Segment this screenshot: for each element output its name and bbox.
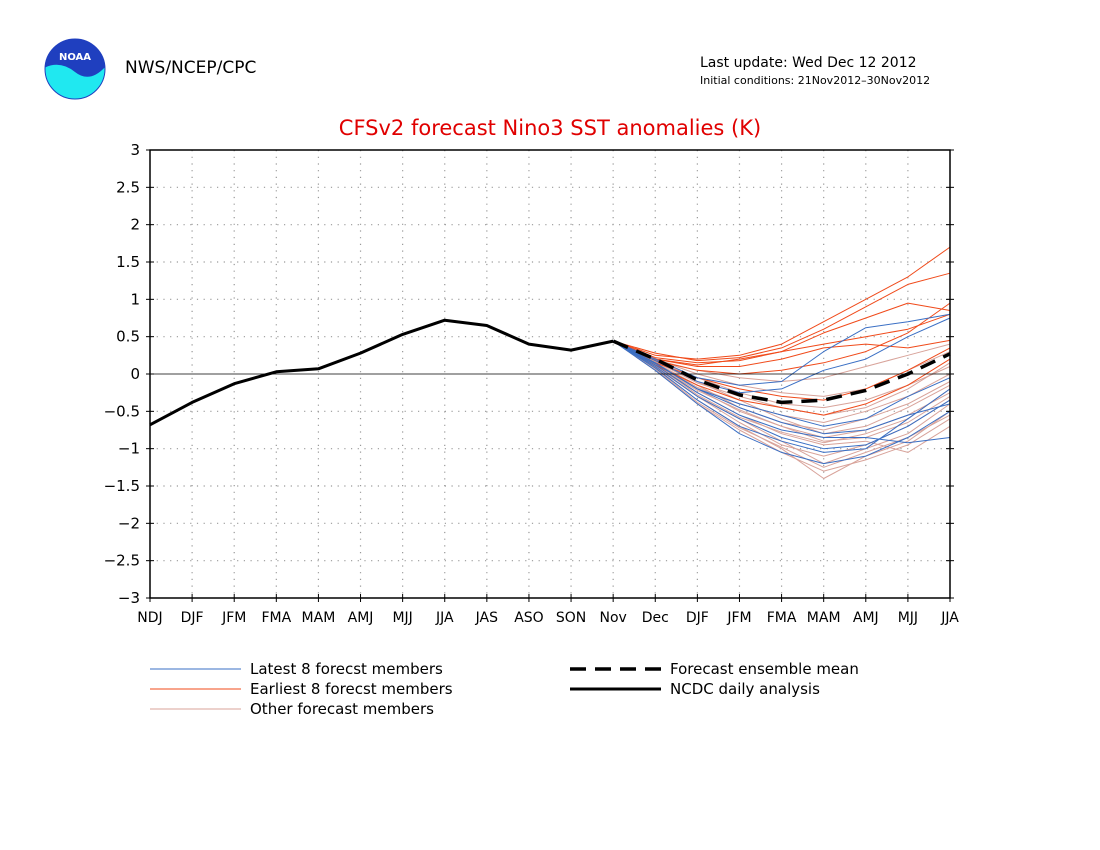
initial-conditions-text: Initial conditions: 21Nov2012–30Nov2012 xyxy=(700,74,931,87)
y-tick-label: −0.5 xyxy=(104,402,140,420)
chart-title: CFSv2 forecast Nino3 SST anomalies (K) xyxy=(339,116,761,140)
agency-label: NWS/NCEP/CPC xyxy=(125,58,257,78)
x-tick-label: JJA xyxy=(940,610,959,626)
ensemble-mean-series xyxy=(612,339,951,405)
legend-latest-label: Latest 8 forecst members xyxy=(250,660,443,678)
y-tick-label: 3 xyxy=(130,141,140,159)
legend-obs-label: NCDC daily analysis xyxy=(670,680,820,698)
x-tick-label: Dec xyxy=(642,610,669,626)
x-tick-label: AMJ xyxy=(348,610,374,626)
latest-member-line xyxy=(612,340,951,453)
x-tick-label: DJF xyxy=(686,610,709,626)
y-tick-label: −3 xyxy=(118,589,140,607)
latest-member-line xyxy=(612,340,951,427)
legend-mean-label: Forecast ensemble mean xyxy=(670,660,859,678)
x-tick-label: MAM xyxy=(807,610,841,626)
x-tick-label: MJJ xyxy=(392,610,412,626)
x-tick-label: MJJ xyxy=(898,610,918,626)
y-tick-label: 0.5 xyxy=(116,328,140,346)
x-tick-label: MAM xyxy=(302,610,336,626)
other-member-line xyxy=(612,340,951,453)
earliest-member-line xyxy=(612,302,951,375)
logo-text: NOAA xyxy=(59,52,91,63)
y-tick-label: 2 xyxy=(130,216,140,234)
latest-member-line xyxy=(612,340,951,450)
x-axis: NDJ DJF JFM FMA MAM AMJ MJJ JJA JAS ASO SON Nov Dec D… xyxy=(137,594,959,626)
chart-grid xyxy=(150,150,950,598)
latest-member-line xyxy=(612,340,951,465)
observed-series xyxy=(149,318,614,427)
y-axis: 3 2.5 2 1.5 1 0.5 0 −0.5 −1 −1.5 −2 −2.5 −3 xyxy=(104,141,954,607)
x-tick-label: JAS xyxy=(475,610,498,626)
x-tick-label: ASO xyxy=(514,610,543,626)
x-tick-label: SON xyxy=(556,610,586,626)
y-tick-label: 1.5 xyxy=(116,253,140,271)
x-tick-label: Nov xyxy=(599,610,626,626)
x-tick-label: DJF xyxy=(181,610,204,626)
earliest-member-line xyxy=(613,302,951,364)
legend-earliest-label: Earliest 8 forecst members xyxy=(250,680,453,698)
x-tick-label: AMJ xyxy=(853,610,879,626)
earliest-member-line xyxy=(613,272,951,362)
y-tick-label: −1.5 xyxy=(104,477,140,495)
x-tick-label: NDJ xyxy=(137,610,162,626)
x-tick-label: JFM xyxy=(221,610,246,626)
x-tick-label: JFM xyxy=(726,610,751,626)
observed-line xyxy=(149,318,614,427)
earliest-member-line xyxy=(613,246,951,360)
x-tick-label: JJA xyxy=(435,610,454,626)
y-tick-label: 1 xyxy=(130,290,140,308)
legend-other-label: Other forecast members xyxy=(250,700,434,718)
last-update-text: Last update: Wed Dec 12 2012 xyxy=(700,55,917,71)
y-tick-label: −2 xyxy=(118,514,140,532)
noaa-logo-icon: NOAA xyxy=(44,38,106,100)
legend: Latest 8 forecst members Earliest 8 forec… xyxy=(150,660,859,718)
y-tick-label: 2.5 xyxy=(116,178,140,196)
x-tick-label: FMA xyxy=(261,610,291,626)
y-tick-label: −2.5 xyxy=(104,552,140,570)
ensemble-mean-line xyxy=(612,339,951,405)
other-member-line xyxy=(612,340,951,468)
earliest-member-line xyxy=(613,313,951,366)
y-tick-label: 0 xyxy=(130,365,140,383)
y-tick-label: −1 xyxy=(118,440,140,458)
x-tick-label: FMA xyxy=(767,610,797,626)
